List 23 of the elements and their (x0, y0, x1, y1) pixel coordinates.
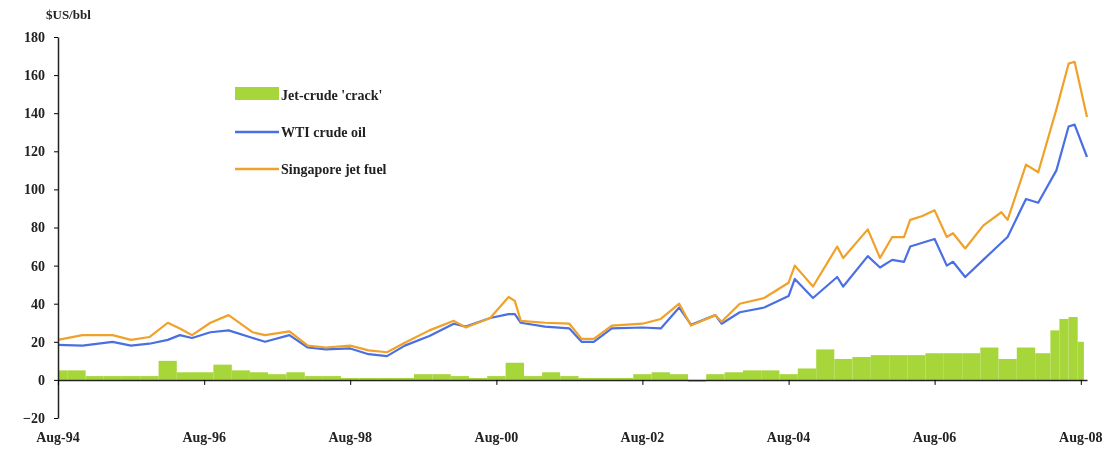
y-tick-label: 40 (31, 296, 45, 312)
y-axis-title: $US/bbl (46, 7, 92, 22)
x-tick-label: Aug-08 (1059, 430, 1103, 445)
y-tick-label: 60 (31, 258, 45, 274)
legend-label: Singapore jet fuel (281, 162, 387, 177)
y-tick-label: 80 (31, 220, 45, 236)
y-tick-label: 100 (24, 182, 45, 198)
y-tick-label: 180 (24, 29, 45, 45)
y-tick-label: 20 (31, 334, 45, 350)
x-tick-label: Aug-02 (620, 430, 665, 445)
x-tick-label: Aug-96 (182, 430, 226, 445)
x-tick-label: Aug-04 (766, 430, 811, 445)
y-tick-label: 120 (24, 144, 45, 160)
y-tick-label: 0 (38, 372, 45, 388)
x-tick-label: Aug-94 (36, 430, 80, 445)
legend-label: WTI crude oil (281, 125, 366, 140)
y-tick-label: 140 (24, 106, 45, 122)
y-tick-label: 160 (24, 68, 45, 84)
x-tick-label: Aug-00 (474, 430, 519, 445)
y-tick-label: −20 (23, 410, 45, 426)
legend-label: Jet-crude 'crack' (281, 88, 383, 103)
x-tick-label: Aug-98 (328, 430, 372, 445)
x-tick-label: Aug-06 (912, 430, 957, 445)
